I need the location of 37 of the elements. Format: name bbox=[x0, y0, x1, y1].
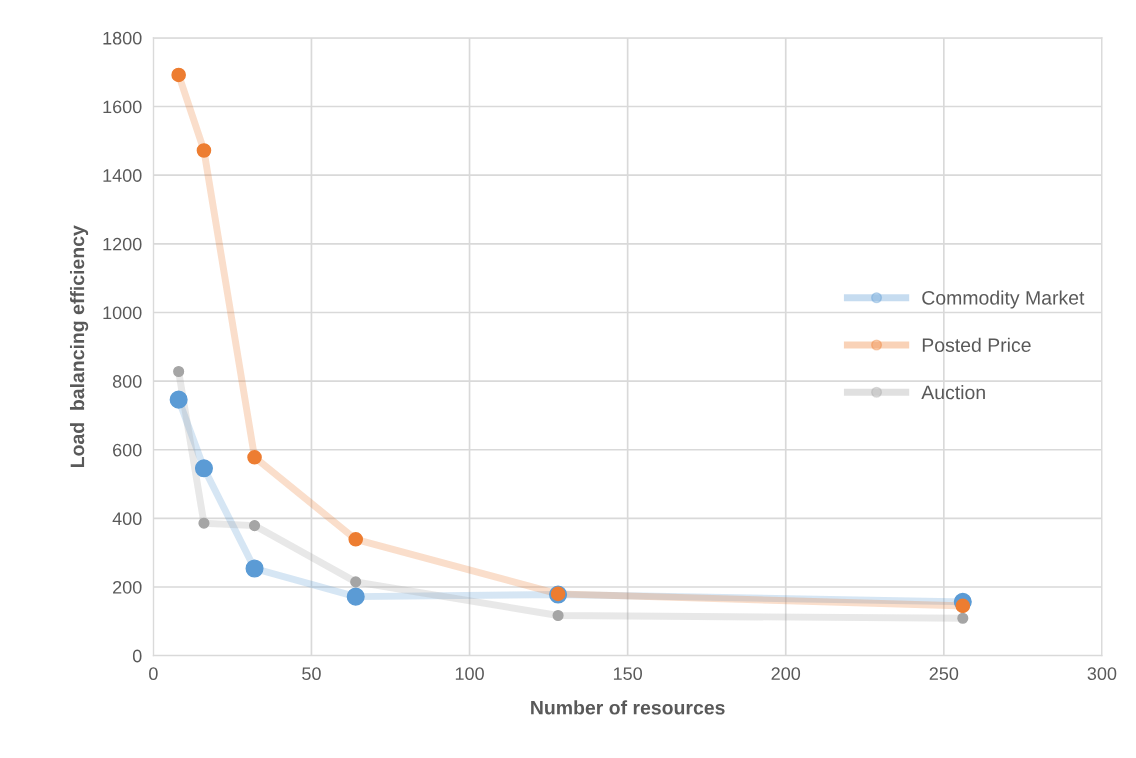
y-axis-title: Load balancing efficiency bbox=[69, 225, 89, 468]
point bbox=[247, 450, 262, 465]
point bbox=[173, 365, 185, 378]
y-tick-label: 1200 bbox=[103, 237, 142, 251]
point bbox=[552, 609, 564, 622]
y-tick-label: 1400 bbox=[103, 169, 142, 182]
x-tick-label: 200 bbox=[771, 667, 801, 681]
point bbox=[350, 576, 362, 588]
y-tick-label: 0 bbox=[132, 649, 142, 663]
point bbox=[198, 517, 210, 529]
point bbox=[248, 520, 261, 532]
legend-label: Commodity Market bbox=[922, 290, 1085, 309]
y-tick-label: 1800 bbox=[103, 31, 142, 45]
y-tick-label: 1000 bbox=[103, 306, 142, 320]
y-tick-label: 200 bbox=[113, 580, 142, 594]
x-axis-title: Number of resources bbox=[531, 700, 725, 715]
y-tick-label: 400 bbox=[112, 512, 142, 526]
point bbox=[348, 532, 364, 547]
x-tick-label: 150 bbox=[613, 667, 642, 681]
point bbox=[194, 459, 213, 478]
x-tick-label: 0 bbox=[149, 667, 158, 681]
legend-label: Auction bbox=[921, 385, 985, 400]
point bbox=[196, 143, 212, 158]
point bbox=[171, 67, 186, 83]
point bbox=[346, 587, 365, 606]
y-tick-label: 600 bbox=[113, 443, 142, 457]
y-tick-label: 800 bbox=[112, 375, 142, 388]
x-tick-label: 100 bbox=[455, 667, 484, 681]
legend-label: Posted Price bbox=[922, 337, 1031, 352]
point bbox=[955, 598, 971, 614]
y-tick-label: 1600 bbox=[103, 100, 142, 114]
point bbox=[245, 559, 264, 578]
x-tick-label: 250 bbox=[929, 667, 959, 681]
x-tick-label: 300 bbox=[1087, 667, 1117, 681]
x-tick-label: 50 bbox=[302, 667, 321, 681]
point bbox=[169, 390, 188, 409]
point bbox=[957, 612, 969, 624]
